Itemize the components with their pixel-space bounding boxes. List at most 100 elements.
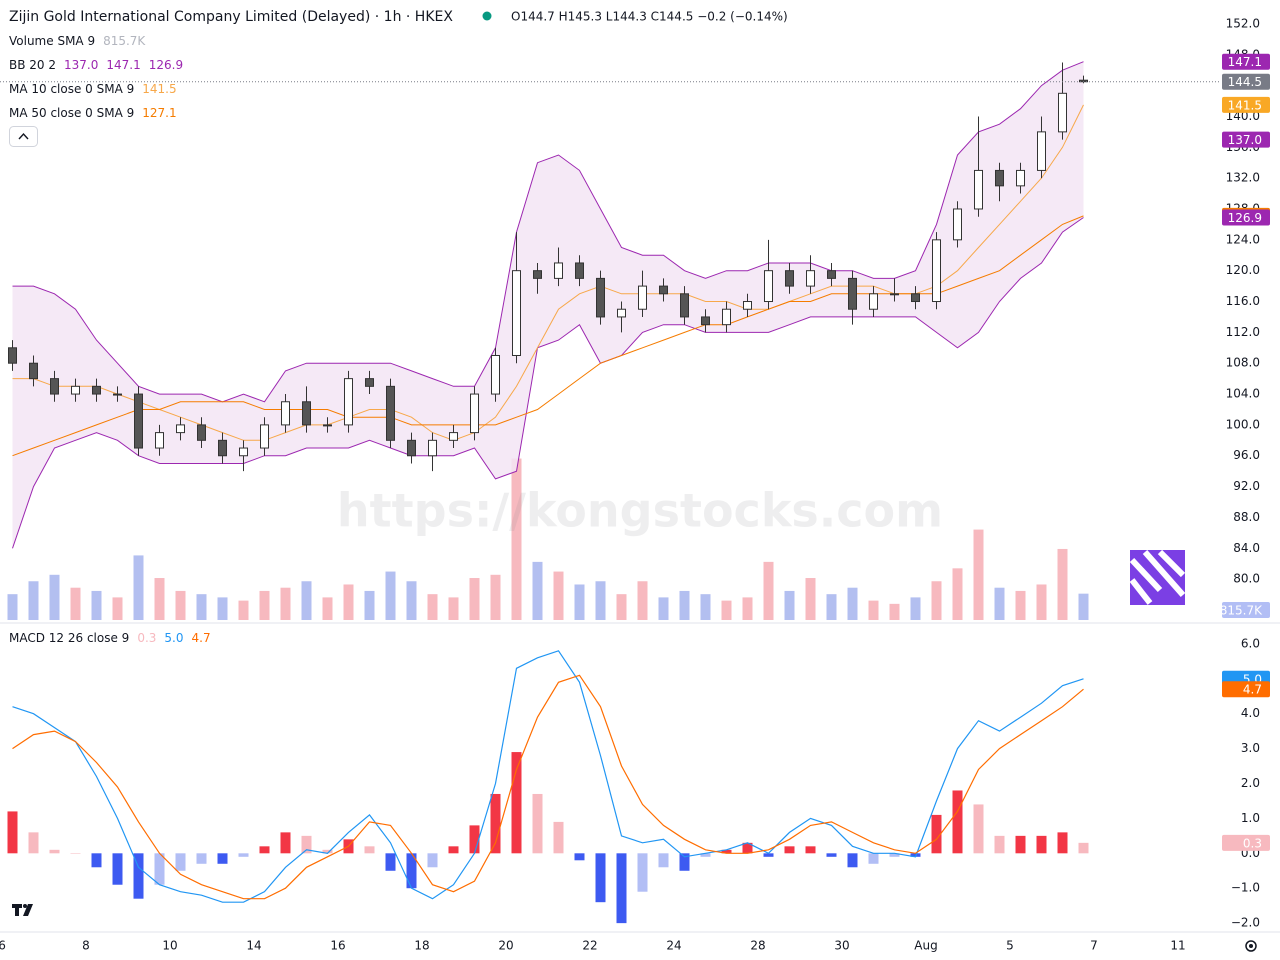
histogram-bar bbox=[28, 832, 39, 854]
histogram-bar bbox=[322, 849, 333, 854]
volume-bar bbox=[595, 581, 606, 620]
gear-center[interactable] bbox=[1249, 944, 1253, 948]
histogram-bar bbox=[49, 849, 60, 854]
volume-badge-box bbox=[1222, 602, 1270, 618]
volume-bar bbox=[805, 578, 816, 620]
volume-bar bbox=[784, 590, 795, 620]
volume-bar bbox=[238, 600, 249, 620]
histogram-bar bbox=[784, 846, 795, 854]
volume-bar bbox=[217, 597, 228, 620]
settings-icon[interactable] bbox=[1245, 940, 1257, 952]
chart-title: Zijin Gold International Company Limited… bbox=[9, 9, 453, 25]
candle-body bbox=[617, 308, 626, 318]
candle-body bbox=[974, 169, 983, 210]
volume-bar bbox=[700, 594, 711, 620]
candle-body bbox=[239, 447, 248, 457]
volume-bar bbox=[658, 597, 669, 620]
volume-bar bbox=[469, 578, 480, 620]
histogram-bar bbox=[1015, 835, 1026, 854]
price-badge: 137.0 bbox=[1228, 133, 1262, 147]
legend-value: 0.3 bbox=[137, 631, 156, 645]
histogram-bar bbox=[427, 853, 438, 868]
volume-bar bbox=[343, 584, 354, 620]
histogram-bar bbox=[238, 853, 249, 857]
macd-badge-box bbox=[1222, 681, 1270, 698]
volume-bar bbox=[889, 603, 900, 620]
legend-value: 137.0 bbox=[64, 58, 98, 72]
legend-name: BB 20 2 bbox=[9, 58, 56, 72]
x-tick-label: 10 bbox=[162, 939, 177, 953]
histogram-bar bbox=[805, 846, 816, 854]
y-tick-label: 104.0 bbox=[1226, 387, 1260, 401]
volume-bar bbox=[385, 571, 396, 620]
legend-name: Volume SMA 9 bbox=[9, 34, 95, 48]
volume-bar bbox=[742, 597, 753, 620]
candle-body bbox=[722, 308, 731, 326]
candle-body bbox=[407, 439, 416, 457]
histogram-bar bbox=[280, 832, 291, 854]
histogram-bar bbox=[490, 793, 501, 854]
x-tick-label: 20 bbox=[498, 939, 513, 953]
volume-bar bbox=[1036, 584, 1047, 620]
volume-bar bbox=[532, 561, 543, 620]
histogram-bar bbox=[700, 853, 711, 857]
y-tick-label: 116.0 bbox=[1226, 294, 1260, 308]
histogram-bar bbox=[385, 853, 396, 871]
candle-body bbox=[491, 354, 500, 395]
candle-body bbox=[302, 401, 311, 426]
histogram-bar bbox=[721, 849, 732, 854]
candle-body bbox=[260, 424, 269, 449]
candle-body bbox=[701, 316, 710, 326]
histogram-bar bbox=[973, 804, 984, 854]
histogram-bar bbox=[616, 853, 627, 924]
logo-part bbox=[23, 904, 33, 916]
volume-bar bbox=[427, 594, 438, 620]
y-tick-label: 108.0 bbox=[1226, 356, 1260, 370]
y-tick-label: 3.0 bbox=[1241, 741, 1260, 755]
y-tick-label: 152.0 bbox=[1226, 16, 1260, 30]
histogram-bar bbox=[364, 846, 375, 854]
y-tick-label: 6.0 bbox=[1241, 636, 1260, 650]
candle-body bbox=[806, 270, 815, 287]
x-tick-label: 14 bbox=[246, 939, 261, 953]
histogram-bar bbox=[175, 853, 186, 871]
front-layer: 6 8 10 14 16 18 20 22 24 28 30 Aug 5 7 11 Zijin Gold In… bbox=[0, 9, 1270, 953]
histogram-bar bbox=[91, 853, 102, 868]
histogram-bar bbox=[847, 853, 858, 868]
x-tick-label: 24 bbox=[666, 939, 681, 953]
y-tick-label: 112.0 bbox=[1226, 325, 1260, 339]
histogram-bar bbox=[763, 853, 774, 857]
x-tick-label: 22 bbox=[582, 939, 597, 953]
volume-bar bbox=[301, 581, 312, 620]
volume-bar bbox=[490, 574, 501, 620]
tv-logo bbox=[12, 904, 33, 916]
candle-body bbox=[344, 378, 353, 426]
candle-body bbox=[134, 393, 143, 449]
histogram-bar bbox=[301, 835, 312, 854]
candle-body bbox=[470, 393, 479, 434]
legend-name: MA 50 close 0 SMA 9 bbox=[9, 106, 134, 120]
histogram-bar bbox=[994, 835, 1005, 854]
volume-bar bbox=[322, 597, 333, 620]
back-layer: 152.0148.0144.0140.0136.0132.0128.0124.0… bbox=[0, 16, 1260, 930]
y-tick-label: 88.0 bbox=[1233, 510, 1260, 524]
candle-body bbox=[554, 262, 563, 279]
histogram-bar bbox=[868, 853, 879, 864]
candle-body bbox=[764, 270, 773, 303]
candle-body bbox=[953, 208, 962, 241]
logo-part bbox=[15, 904, 19, 916]
histogram-bar bbox=[133, 853, 144, 899]
collapse-icon[interactable] bbox=[18, 132, 29, 140]
collapse-button-box[interactable] bbox=[9, 126, 38, 147]
candle-body bbox=[71, 385, 80, 395]
y-tick-label: 84.0 bbox=[1233, 541, 1260, 555]
gear[interactable] bbox=[1245, 940, 1257, 952]
candle-body bbox=[785, 270, 794, 287]
last-price-badge-box bbox=[1222, 73, 1270, 90]
x-tick-label: Aug bbox=[914, 939, 937, 953]
collapse-button[interactable] bbox=[9, 126, 38, 147]
histogram-bar bbox=[931, 814, 942, 854]
y-tick-label: 4.0 bbox=[1241, 706, 1260, 720]
